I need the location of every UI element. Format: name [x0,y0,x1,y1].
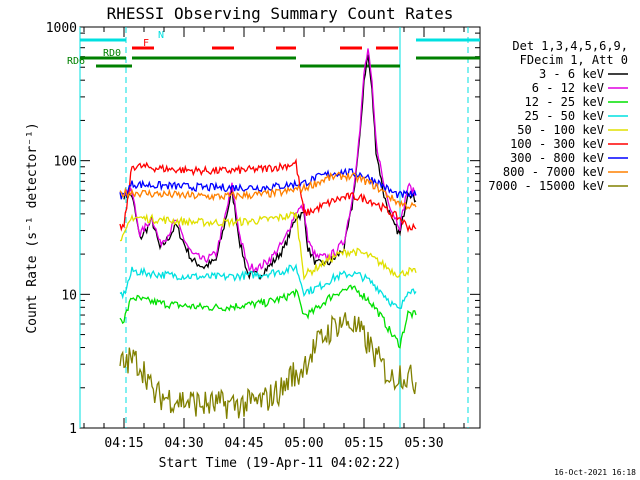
legend: Det 1,3,4,5,6,9,FDecim 1, Att 03 - 6 keV… [488,39,628,193]
legend-header-line: Det 1,3,4,5,6,9, [512,39,628,53]
flag-label: N [158,30,164,41]
y-axis-label: Count Rate (s⁻¹ detector⁻¹) [25,122,40,333]
plot-area: 1 10 100 1000 04:15 04:30 04:45 05:00 05:15 05:30… [46,21,481,451]
x-tick-label: 05:15 [344,436,383,451]
series-line [119,158,417,233]
flag-label: RD0 [103,48,121,59]
legend-entry-label: 800 - 7000 keV [503,165,604,179]
series-line [119,211,417,281]
x-tick-label: 05:30 [404,436,443,451]
series-line [119,284,417,349]
flag-n: N [80,30,480,42]
legend-entry-label: 50 - 100 keV [517,123,604,137]
x-tick-label: 04:45 [224,436,263,451]
x-tick-label: 04:15 [104,436,143,451]
legend-entry-label: 12 - 25 keV [525,95,604,109]
series-line [119,167,417,200]
x-tick-label: 04:30 [164,436,203,451]
y-tick-label: 1 [69,422,77,437]
legend-entry-label: 25 - 50 keV [525,109,604,123]
chart-title: RHESSI Observing Summary Count Rates [107,4,454,23]
legend-entry-label: 300 - 800 keV [510,151,604,165]
plot-frame [79,26,481,429]
series-line [123,48,417,273]
series-line [119,263,417,310]
y-tick-label: 10 [61,288,77,303]
flag-rd0: RD0 [80,48,480,60]
flag-label: RD6 [67,56,85,67]
y-tick-label: 100 [54,155,77,170]
flag-f: F [132,38,400,50]
legend-entry-label: 3 - 6 keV [539,67,604,81]
legend-entry-label: 7000 - 15000 keV [488,179,604,193]
legend-entry-label: 100 - 300 keV [510,137,604,151]
y-tick-label: 1000 [46,21,77,36]
flag-rd6: RD6 [67,56,400,68]
flag-label: F [143,38,149,49]
series-line [119,312,417,419]
x-tick-label: 05:00 [284,436,323,451]
series-line [119,171,417,211]
legend-entry-label: 6 - 12 keV [532,81,604,95]
x-axis-label: Start Time (19-Apr-11 04:02:22) [159,456,402,471]
timestamp: 16-Oct-2021 16:18 [554,468,636,477]
legend-header-line: FDecim 1, Att 0 [520,53,628,67]
